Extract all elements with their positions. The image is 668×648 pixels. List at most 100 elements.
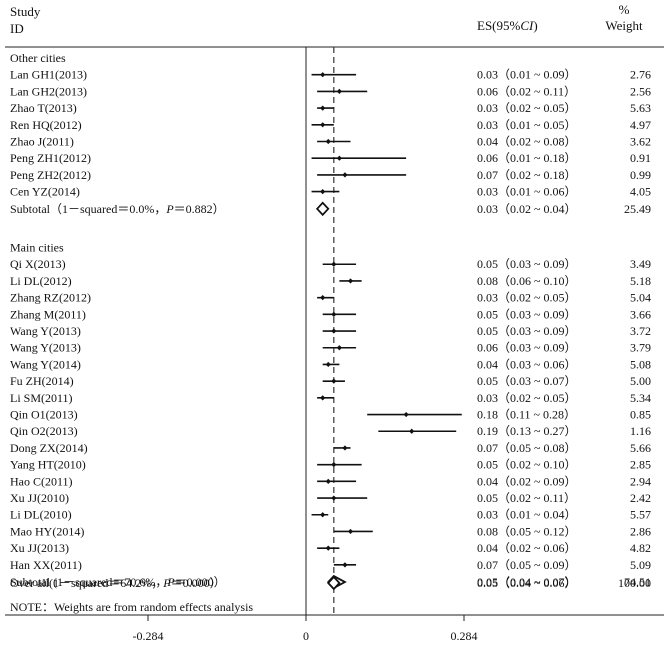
overall-es-text: 0.05（0.04 ~ 0.06） <box>477 576 577 590</box>
overall-diamond <box>327 575 341 591</box>
group-2-study-10-weight: 0.85 <box>630 408 651 422</box>
group-2-study-13-es-text: 0.05（0.02 ~ 0.10） <box>477 458 577 472</box>
group-1-subtotal-weight: 25.49 <box>624 202 651 216</box>
group-2-study-2-es-text: 0.08（0.06 ~ 0.10） <box>477 274 577 288</box>
group-1-study-8-point <box>320 189 326 195</box>
study-header-line2: ID <box>10 21 24 36</box>
group-1-study-1-point <box>320 72 326 78</box>
weight-header-line1: % <box>619 2 630 17</box>
group-1-study-1-es-text: 0.03（0.01 ~ 0.09） <box>477 68 577 82</box>
group-2-study-1-es-text: 0.05（0.03 ~ 0.09） <box>477 257 577 271</box>
group-1-study-7-weight: 0.99 <box>630 168 651 182</box>
group-2-study-10-es-text: 0.18（0.11 ~ 0.28） <box>477 408 576 422</box>
group-2-study-11-es-text: 0.19（0.13 ~ 0.27） <box>477 424 577 438</box>
group-1-study-3-label: Zhao T(2013) <box>10 101 77 115</box>
group-2-study-1-weight: 3.49 <box>630 257 651 271</box>
group-2-study-5-point <box>331 328 337 334</box>
group-1-study-5-es-text: 0.04（0.02 ~ 0.08） <box>477 135 577 149</box>
group-2-study-7-weight: 5.08 <box>630 357 651 371</box>
group-1-study-1-label: Lan GH1(2013) <box>10 68 87 82</box>
group-2-study-8-label: Fu ZH(2014) <box>10 374 74 388</box>
group-1-study-4-point <box>320 122 326 128</box>
overall-label: Over all(1－squared＝64.2%，P＝0.000） <box>10 576 222 590</box>
group-1-study-6-label: Peng ZH1(2012) <box>10 151 91 165</box>
group-1-study-6-point <box>336 155 342 161</box>
group-2-study-3-label: Zhang RZ(2012) <box>10 291 91 305</box>
es-header: ES(95%CI) <box>477 18 538 33</box>
group-1-study-5-point <box>325 138 331 145</box>
group-1-subtotal-label-text: Subtotal（1－squared＝0.0%， <box>10 202 166 216</box>
x-tick-label-1: -0.284 <box>133 629 164 643</box>
group-2-study-2-weight: 5.18 <box>630 274 651 288</box>
group-2-study-19-label: Han XX(2011) <box>10 558 82 572</box>
group-2-study-16-point <box>320 512 326 518</box>
group-2-study-1-label: Qi X(2013) <box>10 257 66 271</box>
group-1-subtotal-label: Subtotal（1－squared＝0.0%，P＝0.882） <box>10 202 225 216</box>
es-header-text: ES(95% <box>477 18 521 33</box>
group-2-study-16-es-text: 0.03（0.01 ~ 0.04） <box>477 508 577 522</box>
group-2-study-5-label: Wang Y(2013) <box>10 324 81 338</box>
group-2-subtotal-p-value: ＝0.000） <box>175 575 226 589</box>
overall-weight: 100.00 <box>618 576 651 590</box>
group-2-study-12-point <box>342 445 348 451</box>
group-1-study-7-point <box>342 172 348 178</box>
group-2-study-10-label: Qin O1(2013) <box>10 408 78 422</box>
group-2-study-8-weight: 5.00 <box>630 374 651 388</box>
group-2-study-17-point <box>347 528 354 535</box>
group-1-study-5-label: Zhao J(2011) <box>10 135 74 149</box>
group-2-study-14-label: Hao C(2011) <box>10 474 73 488</box>
es-header-ci: CI <box>520 18 534 33</box>
group-2-study-13-weight: 2.85 <box>630 458 651 472</box>
group-1-study-2-label: Lan GH2(2013) <box>10 84 87 98</box>
group-2-study-18-label: Xu JJ(2013) <box>10 541 69 555</box>
group-2-study-14-weight: 2.94 <box>630 474 651 488</box>
group-2-study-2-label: Li DL(2012) <box>10 274 72 288</box>
group-2-study-7-point <box>325 361 331 368</box>
group-2-subtotal-p-label: P <box>166 575 175 589</box>
group-2-study-12-label: Dong ZX(2014) <box>10 441 88 455</box>
group-2-study-11-point <box>409 428 415 434</box>
group-2-study-15-point <box>331 495 337 501</box>
overall-p-value: ＝0.000） <box>171 576 222 590</box>
group-2-study-19-point <box>342 562 348 568</box>
group-2-study-7-label: Wang Y(2014) <box>10 357 81 371</box>
group-1-study-3-point <box>320 105 326 111</box>
group-1-study-2-es-text: 0.06（0.02 ~ 0.11） <box>477 84 576 98</box>
group-2-study-12-es-text: 0.07（0.05 ~ 0.08） <box>477 441 577 455</box>
group-2-study-6-weight: 3.79 <box>630 341 651 355</box>
group-2-study-7-es-text: 0.04（0.03 ~ 0.06） <box>477 357 577 371</box>
group-2-subtotal-es-text: 0.05（0.04 ~ 0.07） <box>477 575 577 589</box>
group-1-subtotal-es-text: 0.03（0.02 ~ 0.04） <box>477 202 577 216</box>
group-1-study-4-label: Ren HQ(2012) <box>10 118 82 132</box>
group-1-study-5-weight: 3.62 <box>630 135 651 149</box>
group-2-study-2-point <box>347 278 354 284</box>
group-2-study-19-weight: 5.09 <box>630 558 651 572</box>
group-1-study-4-weight: 4.97 <box>630 118 651 132</box>
group-1-subtotal-diamond <box>315 201 330 217</box>
group-1-study-7-label: Peng ZH2(2012) <box>10 168 91 182</box>
group-1-study-3-es-text: 0.03（0.02 ~ 0.05） <box>477 101 577 115</box>
group-2-study-17-weight: 2.86 <box>630 524 651 538</box>
group-2-study-9-point <box>320 395 326 401</box>
group-2-study-18-es-text: 0.04（0.02 ~ 0.06） <box>477 541 577 555</box>
group-1-study-8-es-text: 0.03（0.01 ~ 0.06） <box>477 185 577 199</box>
group-1-subtotal-p-value: ＝0.882） <box>174 202 225 216</box>
group-2-study-17-label: Mao HY(2014) <box>10 524 84 538</box>
es-header-close: ) <box>533 18 537 33</box>
group-2-study-13-point <box>331 462 337 468</box>
group-1-study-2-point <box>336 88 342 94</box>
group-2-study-5-es-text: 0.05（0.03 ~ 0.09） <box>477 324 577 338</box>
group-2-study-3-es-text: 0.03（0.02 ~ 0.05） <box>477 291 577 305</box>
group-2-study-18-weight: 4.82 <box>630 541 651 555</box>
x-tick-label-3: 0.284 <box>451 629 478 643</box>
group-2-study-17-es-text: 0.08（0.05 ~ 0.12） <box>477 524 577 538</box>
group-2-study-15-label: Xu JJ(2010) <box>10 491 69 505</box>
group-2-study-6-es-text: 0.06（0.03 ~ 0.09） <box>477 341 577 355</box>
group-1-study-3-weight: 5.63 <box>630 101 651 115</box>
group-2-subtotal-weight: 74.51 <box>624 575 651 589</box>
forest-rows: Other cities Lan GH1(2013) 0.03（0.01 ~ 0.0… <box>10 51 651 591</box>
group-1-study-1-weight: 2.76 <box>630 68 651 82</box>
group-2-study-9-es-text: 0.03（0.02 ~ 0.05） <box>477 391 577 405</box>
group-1-study-7-es-text: 0.07（0.02 ~ 0.18） <box>477 168 577 182</box>
